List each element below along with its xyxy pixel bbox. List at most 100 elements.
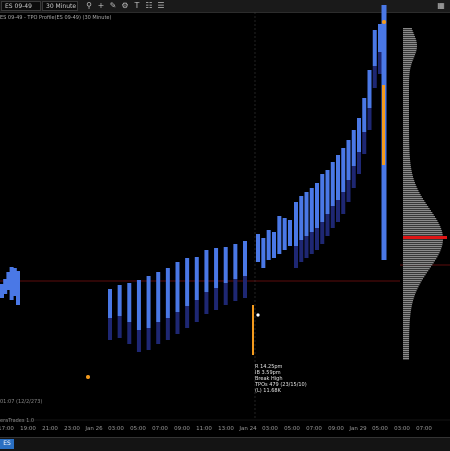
profile-row <box>403 300 414 302</box>
price-bar <box>175 262 180 312</box>
price-bar <box>277 216 282 254</box>
search-icon[interactable]: ⚲ <box>86 1 92 10</box>
orange-dot <box>86 375 90 379</box>
price-bar <box>6 272 11 290</box>
profile-row <box>403 96 410 98</box>
price-bar <box>309 188 314 232</box>
profile-row <box>403 222 439 224</box>
profile-row <box>403 270 429 272</box>
profile-row <box>403 42 417 44</box>
profile-row <box>403 266 431 268</box>
profile-row <box>403 230 442 232</box>
profile-row <box>403 194 421 196</box>
profile-row <box>403 260 435 262</box>
price-bar <box>320 174 325 222</box>
price-bar-tail <box>127 322 132 344</box>
x-axis-label: 19:00 <box>20 426 36 432</box>
price-bar-tail <box>357 152 361 174</box>
profile-row <box>403 308 412 310</box>
x-axis-label: 07:00 <box>416 426 432 432</box>
profile-row <box>403 282 421 284</box>
price-bar <box>214 248 219 288</box>
profile-row <box>403 248 442 250</box>
chart-title: ES 09-49 - TPO Profile(ES 09-49) (30 Min… <box>0 15 112 21</box>
profile-row <box>403 208 430 210</box>
menu-icon[interactable]: ☰ <box>157 1 165 10</box>
profile-row <box>403 40 417 42</box>
profile-row <box>403 132 410 134</box>
profile-row <box>403 178 414 180</box>
profile-row <box>403 264 433 266</box>
price-bar-tail <box>367 108 372 130</box>
layout-icon[interactable]: ▦ <box>437 1 445 10</box>
profile-row <box>403 252 440 254</box>
profile-row <box>403 278 423 280</box>
profile-row <box>403 66 411 68</box>
price-bar-tail <box>320 222 325 244</box>
price-bar <box>341 148 346 192</box>
profile-row <box>403 172 413 174</box>
profile-row <box>403 318 410 320</box>
price-bar-tail <box>351 166 356 188</box>
zoom-icon[interactable]: ⚙ <box>121 1 129 10</box>
tpo-readout: R 14.25pm IB 3.59pm Break High TPOs 479 … <box>255 364 307 394</box>
profile-row <box>403 130 410 132</box>
crosshair-icon[interactable]: + <box>97 1 105 10</box>
price-bar-tail <box>294 246 298 268</box>
price-bar <box>294 202 298 246</box>
interval-selector[interactable]: 30 Minute <box>42 1 78 11</box>
price-bar <box>336 155 340 200</box>
chart-bars <box>0 5 387 379</box>
price-bar-tail <box>315 228 319 250</box>
profile-row <box>403 232 443 234</box>
profile-row <box>403 74 410 76</box>
profile-row <box>403 204 427 206</box>
price-bar-tail <box>146 328 151 350</box>
profile-row <box>403 164 411 166</box>
profile-row <box>403 46 417 48</box>
price-bar <box>372 30 377 66</box>
x-axis-label: Jan 29 <box>349 426 367 432</box>
profile-row <box>403 166 411 168</box>
profile-row <box>403 228 442 230</box>
profile-row <box>403 254 439 256</box>
profile-row <box>403 36 416 38</box>
profile-row <box>403 244 443 246</box>
price-bar <box>108 289 112 318</box>
profile-row <box>403 52 416 54</box>
profile-row <box>403 306 412 308</box>
x-axis-label: 03:00 <box>108 426 124 432</box>
price-bar-tail <box>108 318 112 340</box>
profile-row <box>403 324 410 326</box>
profile-row <box>403 330 410 332</box>
profile-row <box>403 156 410 158</box>
profile-row <box>403 350 410 352</box>
profile-row <box>403 220 438 222</box>
price-bar <box>204 250 209 292</box>
profile-row <box>403 108 410 110</box>
profile-row <box>403 296 415 298</box>
gear-icon[interactable]: ☷ <box>145 1 153 10</box>
profile-row <box>403 182 415 184</box>
price-bar <box>330 162 335 206</box>
profile-row <box>403 142 410 144</box>
profile-row <box>403 152 410 154</box>
x-axis-label: 09:00 <box>328 426 344 432</box>
profile-row <box>403 284 420 286</box>
profile-row <box>403 250 441 252</box>
profile-row <box>403 320 410 322</box>
x-axis-label: 17:00 <box>0 426 14 432</box>
profile-row <box>403 338 410 340</box>
price-bar <box>3 279 8 294</box>
text-icon[interactable]: T <box>134 1 140 10</box>
profile-row <box>403 292 416 294</box>
pencil-icon[interactable]: ✎ <box>109 1 117 10</box>
profile-row <box>403 124 410 126</box>
profile-row <box>403 44 417 46</box>
price-bar <box>346 140 351 180</box>
chart-tab[interactable]: ES <box>0 439 14 449</box>
instrument-selector[interactable]: ES 09-49 <box>1 1 41 11</box>
profile-row <box>403 94 410 96</box>
profile-row <box>403 326 410 328</box>
